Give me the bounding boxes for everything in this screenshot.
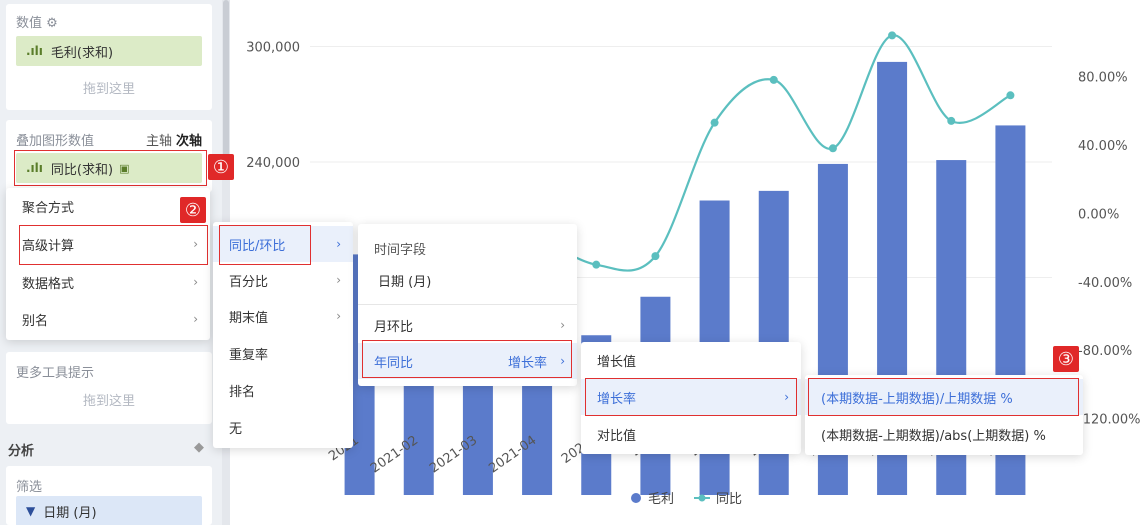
secondary-axis-option[interactable]: 次轴	[175, 134, 202, 149]
menu-item-growth-rate[interactable]: 增长率 ›	[581, 379, 801, 415]
right-axis-tick-label: -80.00%	[1078, 344, 1132, 359]
menu-item-period-end[interactable]: 期末值 ›	[229, 309, 341, 326]
time-field-header: 时间字段	[374, 242, 427, 258]
menu-item-yoy[interactable]: 年同比 增长率 ›	[358, 343, 577, 379]
left-axis-tick-label: 240,000	[246, 156, 300, 171]
bar-2021-02	[403, 379, 434, 495]
yoy-point-2021-09	[828, 144, 837, 153]
analysis-title: 分析	[8, 444, 35, 459]
highlight-box-formula	[808, 378, 1079, 416]
overlay-field-pill[interactable]: .ılı 同比(求和) ▣	[16, 153, 202, 183]
menu-item-advanced-calc[interactable]: 高级计算 ›	[22, 237, 198, 254]
yoy-point-2021-12	[1006, 91, 1015, 100]
right-axis-tick-label: -40.00%	[1078, 276, 1132, 291]
yoy-point-2021-05	[592, 260, 601, 269]
filter-field-pill[interactable]: ▼ 日期 (月)	[16, 496, 202, 525]
yoy-current-choice: 增长率	[507, 355, 547, 371]
tooltip-section-title: 更多工具提示	[16, 366, 95, 381]
overlay-section-title: 叠加图形数值	[16, 134, 95, 149]
scrollbar-thumb[interactable]	[223, 0, 229, 170]
yoy-point-2021-11	[947, 116, 956, 125]
legend-marker-gross-profit	[631, 493, 641, 503]
menu-item-data-format[interactable]: 数据格式 ›	[22, 275, 198, 292]
legend-label-gross-profit: 毛利	[648, 492, 674, 507]
bar-chart-icon: .ılı	[26, 161, 43, 175]
yoy-point-2021-06	[651, 252, 660, 261]
legend-label-yoy: 同比	[716, 492, 742, 507]
chevron-right-icon: ›	[193, 275, 198, 289]
highlight-box-yoy	[219, 225, 311, 265]
advanced-calc-submenu: 同比/环比 › 百分比 › 期末值 › 重复率 排名 无	[213, 222, 353, 448]
menu-item-alias[interactable]: 别名 ›	[22, 312, 198, 329]
filter-field-label: 日期 (月)	[43, 505, 97, 521]
filter-icon: ▼	[26, 504, 36, 518]
chevron-right-icon: ›	[336, 237, 341, 251]
menu-item-formula-standard[interactable]: (本期数据-上期数据)/上期数据 %	[805, 379, 1083, 415]
overlay-field-label: 同比(求和)	[50, 162, 114, 178]
right-axis-tick-label: 40.00%	[1078, 139, 1128, 154]
chevron-right-icon: ›	[784, 390, 789, 404]
bar-chart-icon: .ılı	[26, 44, 43, 58]
drop-zone[interactable]: 拖到这里	[82, 82, 135, 97]
chevron-right-icon: ›	[560, 354, 565, 368]
yoy-mom-submenu: 时间字段 日期 (月) 月环比 › 年同比 增长率 ›	[358, 224, 577, 386]
menu-item-rank[interactable]: 排名	[229, 384, 256, 400]
highlight-box-1	[14, 150, 207, 186]
filter-card: 筛选 ▼ 日期 (月)	[6, 466, 212, 525]
right-axis-tick-label: 0.00%	[1078, 207, 1119, 222]
menu-item-none[interactable]: 无	[229, 421, 243, 437]
gear-icon[interactable]: ⚙	[46, 16, 58, 31]
yoy-point-2021-10	[888, 31, 897, 40]
chevron-right-icon: ›	[560, 318, 565, 332]
tooltip-card: 更多工具提示 拖到这里	[6, 352, 212, 424]
menu-divider	[358, 304, 577, 305]
step-badge-2: ②	[180, 197, 206, 223]
step-badge-1: ①	[208, 154, 234, 180]
calc-badge-icon: ▣	[119, 161, 130, 175]
menu-item-formula-abs[interactable]: (本期数据-上期数据)/abs(上期数据) %	[821, 428, 1046, 444]
menu-item-yoy-mom[interactable]: 同比/环比 ›	[213, 226, 353, 262]
menu-item-mom[interactable]: 月环比 ›	[374, 318, 565, 335]
chevron-right-icon: ›	[193, 312, 198, 326]
overlay-card: 叠加图形数值 主轴 次轴 .ılı 同比(求和) ▣	[6, 120, 212, 192]
menu-item-compare-value[interactable]: 对比值	[597, 428, 637, 444]
yoy-line	[536, 34, 1011, 272]
chevron-right-icon: ›	[336, 273, 341, 287]
values-card: 数值 ⚙ .ılı 毛利(求和) 拖到这里	[6, 4, 212, 110]
chevron-right-icon: ›	[336, 309, 341, 323]
right-axis-tick-label: -120.00%	[1078, 413, 1141, 428]
menu-item-date-month[interactable]: 日期 (月)	[378, 274, 432, 290]
highlight-box-growth-rate	[585, 378, 797, 416]
axis-switch[interactable]: 主轴 次轴	[146, 130, 202, 149]
menu-item-percent[interactable]: 百分比 ›	[229, 273, 341, 290]
menu-item-aggregation[interactable]: 聚合方式	[22, 200, 75, 216]
yoy-point-2021-07	[710, 118, 719, 127]
step-badge-3: ③	[1053, 346, 1079, 372]
legend-marker-yoy	[698, 494, 706, 502]
value-field-pill[interactable]: .ılı 毛利(求和)	[16, 36, 202, 66]
left-axis-tick-label: 300,000	[246, 41, 300, 56]
menu-item-growth-value[interactable]: 增长值	[597, 354, 637, 370]
values-section-title: 数值 ⚙	[16, 16, 58, 31]
right-axis-tick-label: 80.00%	[1078, 70, 1128, 85]
yoy-submenu: 增长值 增长率 › 对比值	[581, 342, 801, 454]
chevron-right-icon: ›	[193, 237, 198, 251]
yoy-point-2021-08	[769, 75, 778, 84]
value-field-label: 毛利(求和)	[50, 45, 114, 61]
menu-item-repeat-rate[interactable]: 重复率	[229, 347, 269, 363]
eraser-icon[interactable]: ◆	[194, 440, 204, 455]
highlight-box-2	[19, 225, 208, 265]
tooltip-drop-zone[interactable]: 拖到这里	[82, 394, 135, 409]
highlight-box-yoy-year	[362, 340, 572, 378]
primary-axis-option[interactable]: 主轴	[145, 134, 172, 149]
filter-title: 筛选	[16, 480, 43, 495]
